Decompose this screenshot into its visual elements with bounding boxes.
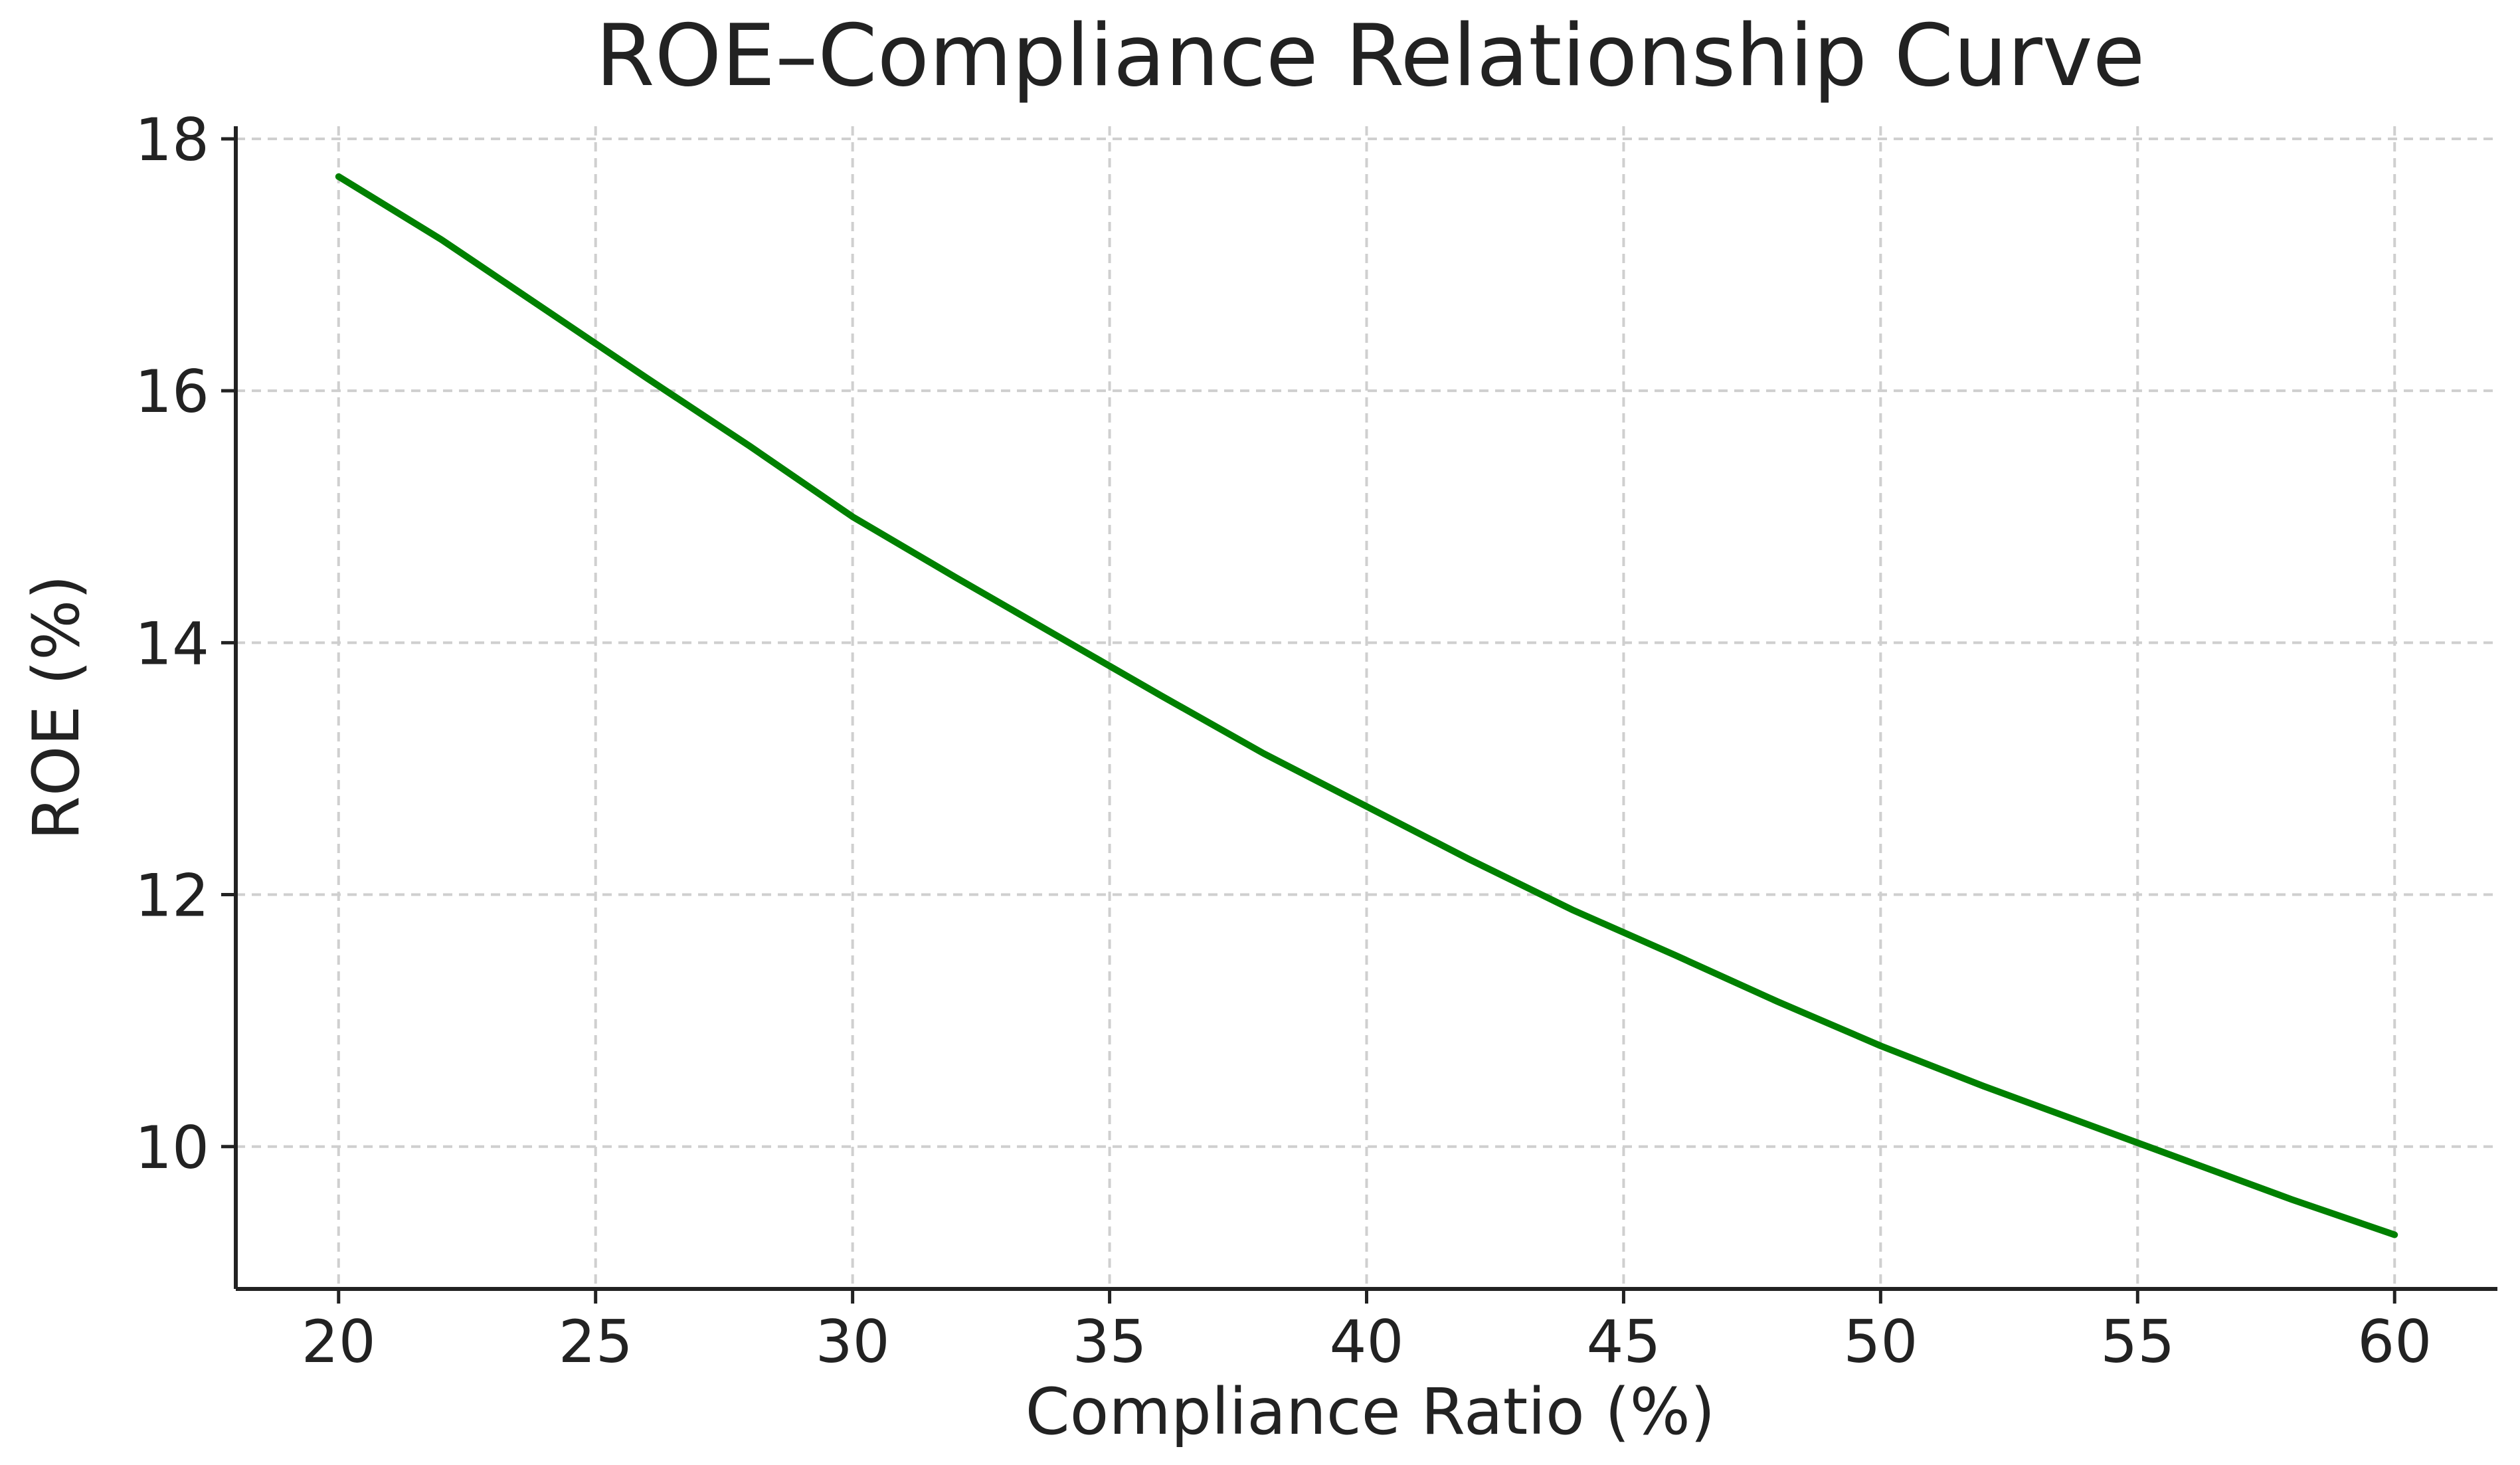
x-tick-label: 55 [2100, 1308, 2175, 1376]
series-line [335, 173, 2398, 1238]
y-tick-label: 10 [135, 1114, 209, 1182]
grid [236, 126, 2497, 1289]
x-tick-label: 50 [1843, 1308, 1918, 1376]
y-axis-label: ROE (%) [19, 575, 94, 840]
series-layer [335, 173, 2398, 1238]
x-tick-label: 40 [1330, 1308, 1404, 1376]
y-tick-label: 14 [135, 609, 209, 678]
x-tick-label: 25 [559, 1308, 633, 1376]
ticks: 20 25 30 35 40 45 50 55 60 10 12 14 16 18 [135, 106, 2432, 1376]
x-tick-label: 45 [1586, 1308, 1661, 1376]
x-tick-label: 60 [2357, 1308, 2432, 1376]
x-tick-label: 20 [302, 1308, 376, 1376]
y-tick-label: 18 [135, 106, 209, 174]
x-tick-label: 30 [816, 1308, 890, 1376]
y-tick-label: 16 [135, 357, 209, 426]
chart-title: ROE–Compliance Relationship Curve [596, 7, 2145, 106]
x-axis-label: Compliance Ratio (%) [1026, 1375, 1716, 1449]
x-tick-label: 35 [1073, 1308, 1147, 1376]
y-tick-label: 12 [135, 862, 209, 930]
